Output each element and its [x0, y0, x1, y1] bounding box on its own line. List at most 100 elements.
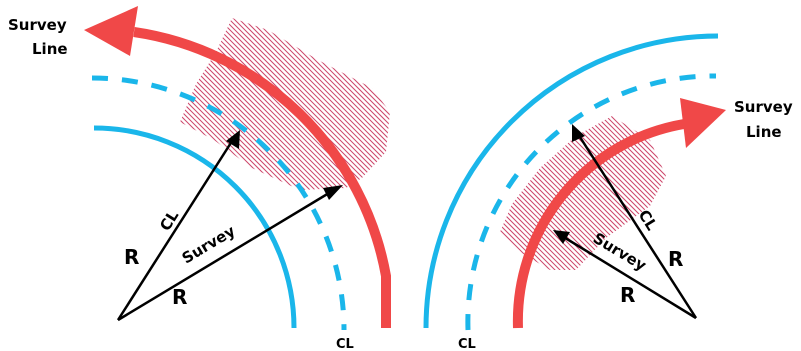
hatch-line [780, 110, 801, 280]
left-r-lower-label: R [172, 285, 187, 309]
hatch-line [359, 18, 390, 190]
left-cl-arrow [116, 137, 236, 321]
left-arrow-cl-label: CL [156, 207, 182, 234]
hatch-line [500, 116, 541, 270]
hatch-line [180, 18, 296, 190]
hatch-line [0, 10, 160, 200]
hatch-line [0, 10, 90, 200]
right-survey-line [512, 119, 685, 329]
hatch-line [279, 18, 390, 190]
hatch-line [795, 110, 801, 280]
hatch-line [339, 18, 390, 190]
hatch-line [234, 18, 390, 190]
survey-line-left-label: Survey [8, 16, 67, 34]
hatch-line [289, 18, 390, 190]
hatch-line [785, 110, 801, 280]
hatch-line [239, 18, 390, 190]
left-survey-arrow [117, 188, 335, 322]
right-survey-arrowhead [680, 98, 726, 148]
hatch-line [0, 10, 70, 200]
hatch-line [0, 10, 105, 200]
hatch-line [244, 18, 390, 190]
left-survey-arrowhead [84, 6, 138, 56]
right-arrow-survey-label: Survey [590, 229, 650, 275]
hatch-line [249, 18, 390, 190]
survey-line-left-label-2: Line [32, 40, 68, 58]
hatch-line [0, 10, 95, 200]
hatch-line [500, 116, 606, 270]
hatch-line [500, 116, 611, 270]
left-survey-line [133, 27, 391, 328]
left-arrow-survey-label: Survey [179, 222, 239, 268]
hatch-line [180, 18, 326, 190]
left-inner-curve [93, 125, 297, 329]
hatch-line [344, 18, 390, 190]
hatch-line [0, 10, 100, 200]
right-r-upper-label: R [668, 247, 683, 271]
hatch-line [180, 18, 301, 190]
right-cl-arrowhead [572, 124, 585, 142]
hatch-line [180, 18, 336, 190]
hatch-line [180, 18, 331, 190]
cl-bottom-left-label: CL [336, 337, 354, 351]
hatch-line [0, 10, 5, 200]
hatch-line [559, 116, 666, 270]
right-survey-arrow [561, 234, 697, 320]
hatch-line [500, 116, 586, 270]
hatch-line [180, 18, 356, 190]
hatch-line [500, 116, 536, 270]
hatch-line [0, 10, 110, 200]
hatch-line [180, 18, 236, 190]
hatch-line [0, 10, 165, 200]
hatch-line [500, 116, 571, 270]
hatch-line [569, 116, 666, 270]
right-survey-arrowhead-black [553, 230, 570, 244]
hatch-line [354, 18, 390, 190]
hatch-line [0, 10, 55, 200]
hatch-line [565, 10, 755, 200]
hatch-line [0, 10, 75, 200]
hatch-line [284, 18, 390, 190]
hatch-line [349, 18, 390, 190]
hatch-line [500, 116, 566, 270]
hatch-line [224, 18, 390, 190]
hatch-line [269, 18, 390, 190]
hatch-line [180, 18, 231, 190]
hatch-line [0, 10, 10, 200]
hatch-line [299, 18, 390, 190]
hatch-line [584, 116, 666, 270]
hatch-line [214, 18, 390, 190]
hatch-line [180, 18, 286, 190]
hatch-line [180, 18, 361, 190]
right-cl-arrow [576, 133, 698, 319]
hatch-line [0, 10, 35, 200]
left-r-upper-label: R [124, 245, 139, 269]
hatch-line [564, 116, 666, 270]
hatch-line [0, 10, 25, 200]
left-centerline-dashed [91, 75, 347, 331]
hatch-line [180, 18, 311, 190]
right-r-lower-label: R [620, 283, 635, 307]
hatch-line [0, 10, 115, 200]
survey-line-right-label-2: Line [746, 123, 782, 141]
hatch-line [0, 10, 30, 200]
right-outer-curve [423, 33, 719, 329]
hatch-line [274, 18, 390, 190]
right-centerline-dashed [465, 73, 717, 331]
hatch-line [0, 10, 45, 200]
hatch-line [180, 18, 351, 190]
hatch-line [294, 18, 390, 190]
hatch-line [500, 116, 551, 270]
hatch-line [229, 18, 390, 190]
hatch-line [0, 10, 80, 200]
hatch-line [790, 110, 801, 280]
left-cl-arrowhead [226, 130, 240, 149]
hatch-line [180, 18, 291, 190]
hatch-line [594, 116, 666, 270]
hatch-line [334, 18, 390, 190]
hatch-line [304, 18, 390, 190]
survey-line-right-label: Survey [734, 98, 793, 116]
hatch-line [0, 10, 65, 200]
left-survey-arrowhead-black [323, 185, 343, 200]
hatch-line [204, 18, 390, 190]
